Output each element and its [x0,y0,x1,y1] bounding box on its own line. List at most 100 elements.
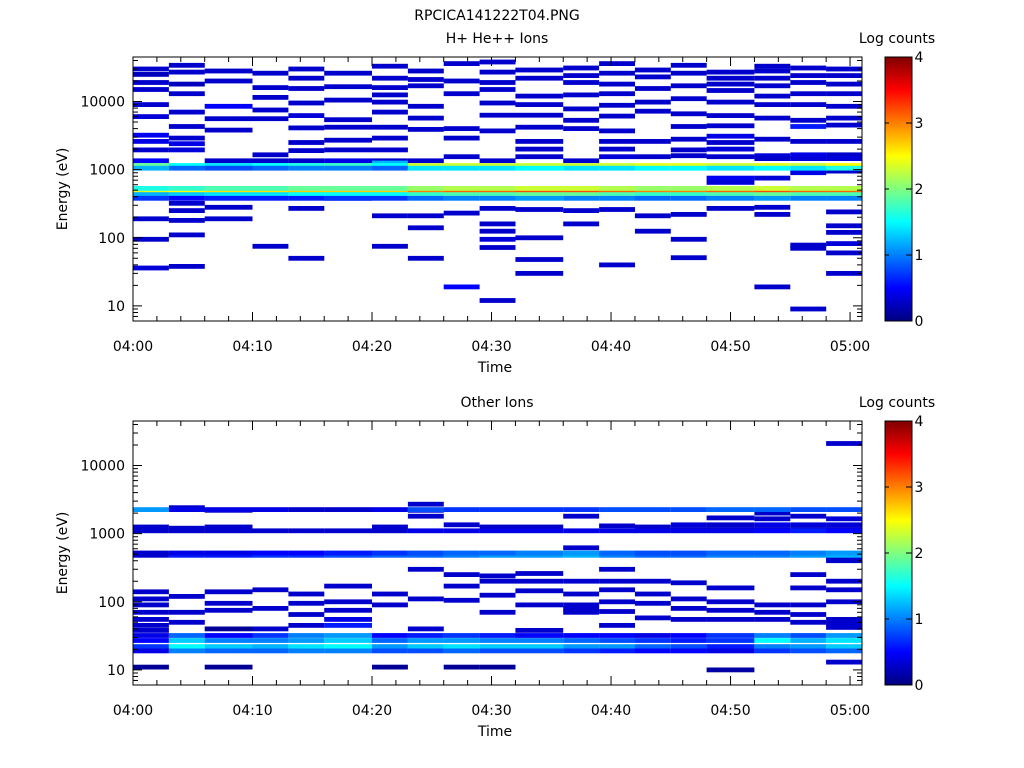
spectrogram-cell [204,589,253,595]
spectrogram-band-cell [670,638,707,643]
spectrogram-band-cell [826,528,862,534]
spectrogram-band-cell [599,163,635,168]
spectrogram-band-cell [479,192,516,197]
spectrogram-cell [443,91,480,97]
x-tick-label: 04:20 [352,339,392,355]
spectrogram-cell [790,572,827,577]
spectrogram-band-cell [599,186,635,191]
x-tick-label: 05:00 [830,703,870,719]
spectrogram-cell [754,175,791,181]
spectrogram-cell [826,516,862,522]
spectrogram-band-cell [563,528,600,534]
spectrogram-band-cell [204,186,253,191]
spectrogram-cell [790,73,827,78]
spectrogram-band-cell [670,195,707,201]
spectrogram-cell [826,156,862,161]
spectrogram-band-cell [372,648,408,654]
spectrogram-cell [252,107,289,113]
spectrogram-band-cell [204,163,253,168]
spectrogram-band-cell [515,188,564,194]
spectrogram-cell [407,77,444,82]
spectrogram-cell [288,623,325,628]
spectrogram-cell [634,67,671,73]
spectrogram-band-cell [706,165,755,171]
spectrogram-cell [790,513,827,519]
spectrogram-cell [790,117,827,123]
spectrogram-cell [133,132,169,138]
spectrogram-band-cell [826,644,862,649]
spectrogram-cell [204,116,253,122]
spectrogram-cell [599,146,635,152]
spectrogram-cell [324,84,372,90]
spectrogram-band-cell [634,186,671,191]
spectrogram-band-cell [826,638,862,643]
spectrogram-band-cell [515,507,564,512]
spectrogram-cell [826,599,862,605]
spectrogram-cell [443,78,480,84]
spectrogram-cell [324,158,372,164]
spectrogram-cell [407,83,444,89]
spectrogram-cell [288,100,325,106]
spectrogram-cell [168,218,205,223]
spectrogram-band-cell [288,633,325,638]
spectrogram-band-cell [515,528,564,534]
spectrogram-cell [479,221,516,227]
spectrogram-band-cell [252,192,289,197]
spectrogram-band-cell [252,644,289,649]
spectrogram-cell [634,154,671,160]
spectrogram-band-cell [515,638,564,643]
spectrogram-band-cell [288,648,325,654]
spectrogram-cell [790,602,827,608]
spectrogram-cell [133,147,169,153]
spectrogram-cell [407,127,444,132]
spectrogram-cell [204,524,253,530]
spectrogram-cell [168,91,205,97]
spectrogram-cell [670,617,707,622]
spectrogram-cell [133,623,169,628]
y-axis-label: Energy (eV) [55,148,71,231]
spectrogram-band-cell [670,165,707,171]
spectrogram-cell [479,664,516,670]
spectrogram-cell [790,124,827,129]
x-tick-label: 04:00 [113,703,153,719]
spectrogram-band-cell [790,528,827,534]
spectrogram-band-cell [133,644,169,649]
spectrogram-band-cell [515,550,564,556]
spectrogram-cell [790,170,827,176]
spectrogram-cell [563,545,600,551]
spectrogram-band-cell [706,550,755,556]
spectrogram-band-cell [443,163,480,168]
spectrogram-cell [204,607,253,613]
colorbar-tick-label: 1 [915,248,924,264]
spectrogram-cell [754,212,791,217]
spectrogram-cell [204,103,253,109]
spectrogram-band-cell [204,644,253,649]
spectrogram-band-cell [407,550,444,556]
spectrogram-cell [407,501,444,507]
spectrogram-cell [790,612,827,617]
spectrogram-cell [168,594,205,599]
spectrogram-cells [133,441,862,673]
spectrogram-cell [372,75,408,81]
spectrogram-cell [133,589,169,595]
spectrogram-band-cell [204,550,253,556]
spectrogram-cell [372,85,408,90]
spectrogram-band-cell [754,638,791,643]
spectrogram-band-cell [443,507,480,512]
spectrogram-band-cell [563,192,600,197]
spectrogram-cell [288,600,325,606]
spectrogram-band-cell [133,550,169,556]
spectrogram-band-cell [515,165,564,171]
spectrogram-band-cell [634,528,671,534]
x-axis-label: Time [477,360,512,376]
spectrogram-band-cell [706,648,755,654]
spectrogram-cell [288,125,325,131]
spectrogram-band-cell [515,192,564,197]
spectrogram-cell [599,262,635,268]
spectrogram-cell [133,664,169,670]
spectrogram-cell [706,88,755,93]
spectrogram-cell [706,206,755,211]
spectrogram-cell [252,152,289,158]
spectrogram-band-cell [790,550,827,556]
spectrogram-band-cell [252,195,289,201]
